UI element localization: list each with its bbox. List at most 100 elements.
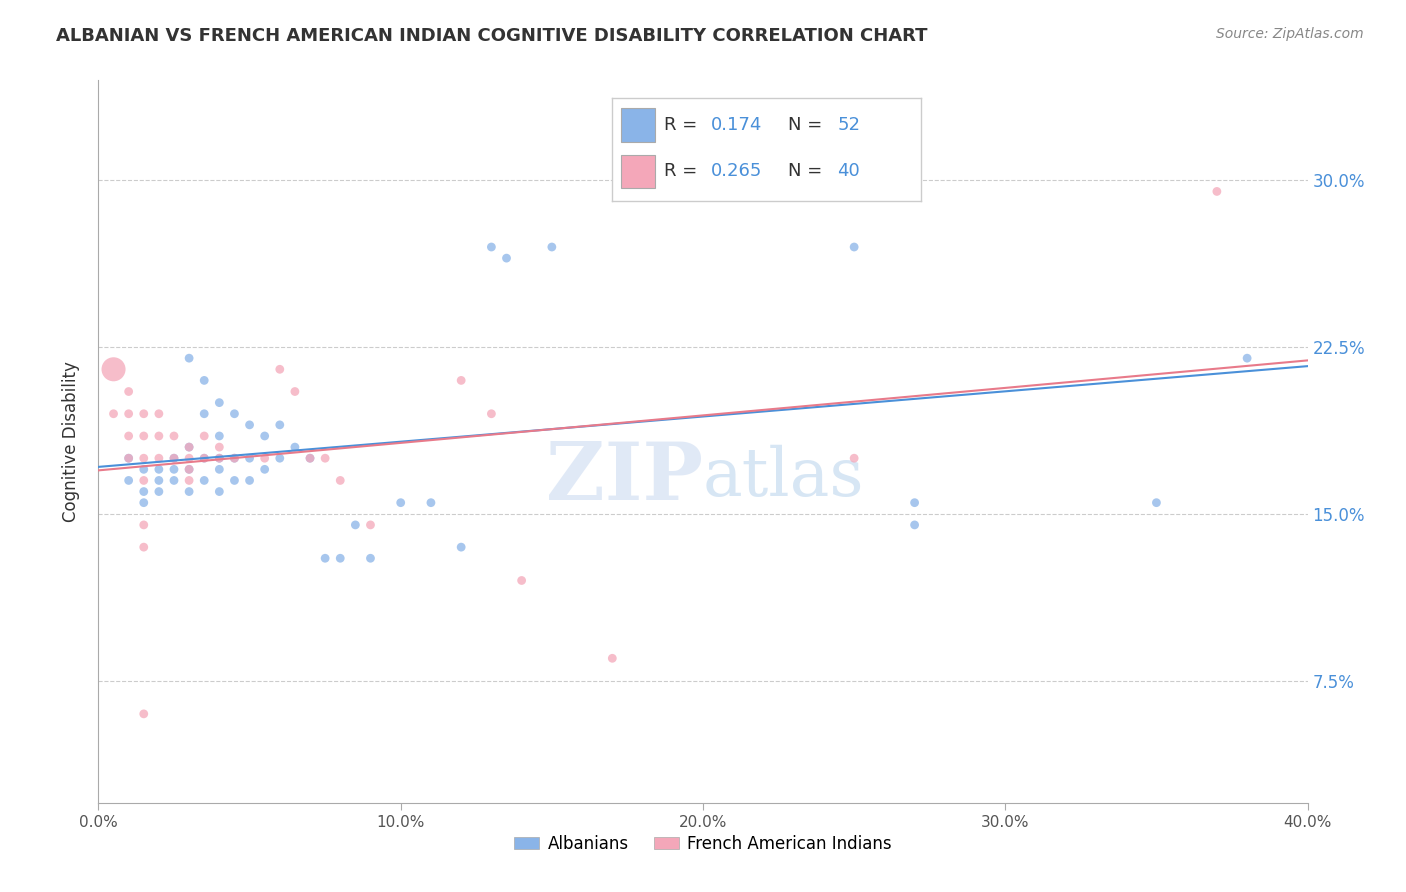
Point: [132, 484, 155, 499]
Point: [481, 240, 503, 254]
Point: [239, 451, 262, 466]
Point: [314, 551, 336, 566]
Point: [253, 429, 276, 443]
Point: [118, 384, 141, 399]
Point: [118, 451, 141, 466]
Point: [1144, 496, 1167, 510]
Point: [208, 395, 231, 409]
Text: 40: 40: [838, 162, 860, 180]
Point: [239, 474, 262, 488]
Bar: [621, 108, 655, 142]
Point: [163, 474, 186, 488]
Point: [118, 429, 141, 443]
Point: [193, 474, 215, 488]
Point: [269, 362, 291, 376]
Point: [208, 451, 231, 466]
Point: [269, 417, 291, 432]
Point: [224, 451, 246, 466]
Text: 0.265: 0.265: [710, 162, 762, 180]
Text: R =: R =: [664, 162, 703, 180]
Point: [179, 462, 201, 476]
Point: [148, 429, 170, 443]
Point: [132, 451, 155, 466]
Point: [450, 373, 472, 387]
Point: [329, 474, 352, 488]
Text: ALBANIAN VS FRENCH AMERICAN INDIAN COGNITIVE DISABILITY CORRELATION CHART: ALBANIAN VS FRENCH AMERICAN INDIAN COGNI…: [56, 27, 928, 45]
Point: [224, 451, 246, 466]
Point: [495, 251, 517, 265]
Point: [329, 551, 352, 566]
Point: [193, 451, 215, 466]
Point: [1206, 185, 1229, 199]
Point: [193, 373, 215, 387]
Y-axis label: Cognitive Disability: Cognitive Disability: [62, 361, 80, 522]
Point: [179, 440, 201, 454]
Point: [360, 517, 382, 532]
Point: [540, 240, 562, 254]
Point: [148, 474, 170, 488]
Point: [208, 484, 231, 499]
Point: [208, 429, 231, 443]
Text: N =: N =: [787, 162, 828, 180]
Point: [179, 474, 201, 488]
Point: [118, 451, 141, 466]
Point: [420, 496, 443, 510]
Point: [224, 407, 246, 421]
Point: [602, 651, 624, 665]
Point: [631, 185, 654, 199]
Point: [132, 462, 155, 476]
Point: [389, 496, 412, 510]
Point: [148, 484, 170, 499]
Point: [132, 429, 155, 443]
Point: [103, 362, 125, 376]
Point: [148, 407, 170, 421]
Text: R =: R =: [664, 116, 703, 135]
Point: [360, 551, 382, 566]
Point: [179, 440, 201, 454]
Point: [132, 407, 155, 421]
Point: [118, 474, 141, 488]
Bar: [621, 154, 655, 188]
Point: [179, 462, 201, 476]
Point: [163, 429, 186, 443]
Point: [208, 451, 231, 466]
Point: [208, 462, 231, 476]
Point: [904, 496, 927, 510]
Point: [239, 417, 262, 432]
Text: Source: ZipAtlas.com: Source: ZipAtlas.com: [1216, 27, 1364, 41]
Point: [103, 407, 125, 421]
Text: ZIP: ZIP: [546, 439, 703, 516]
Point: [224, 474, 246, 488]
Point: [148, 451, 170, 466]
Point: [193, 429, 215, 443]
Text: 0.174: 0.174: [710, 116, 762, 135]
Point: [179, 351, 201, 366]
Point: [299, 451, 322, 466]
Point: [193, 407, 215, 421]
Point: [284, 384, 307, 399]
Point: [284, 440, 307, 454]
Point: [179, 484, 201, 499]
Point: [299, 451, 322, 466]
Point: [510, 574, 533, 588]
Point: [269, 451, 291, 466]
Point: [344, 517, 367, 532]
Point: [253, 462, 276, 476]
Point: [132, 540, 155, 554]
Point: [163, 451, 186, 466]
Point: [844, 240, 866, 254]
Point: [163, 451, 186, 466]
Point: [844, 451, 866, 466]
Point: [193, 451, 215, 466]
Text: N =: N =: [787, 116, 828, 135]
Point: [163, 462, 186, 476]
Point: [481, 407, 503, 421]
Point: [208, 440, 231, 454]
Point: [314, 451, 336, 466]
Point: [132, 474, 155, 488]
Point: [132, 517, 155, 532]
Point: [1236, 351, 1258, 366]
Point: [132, 706, 155, 721]
Point: [118, 407, 141, 421]
Point: [253, 451, 276, 466]
